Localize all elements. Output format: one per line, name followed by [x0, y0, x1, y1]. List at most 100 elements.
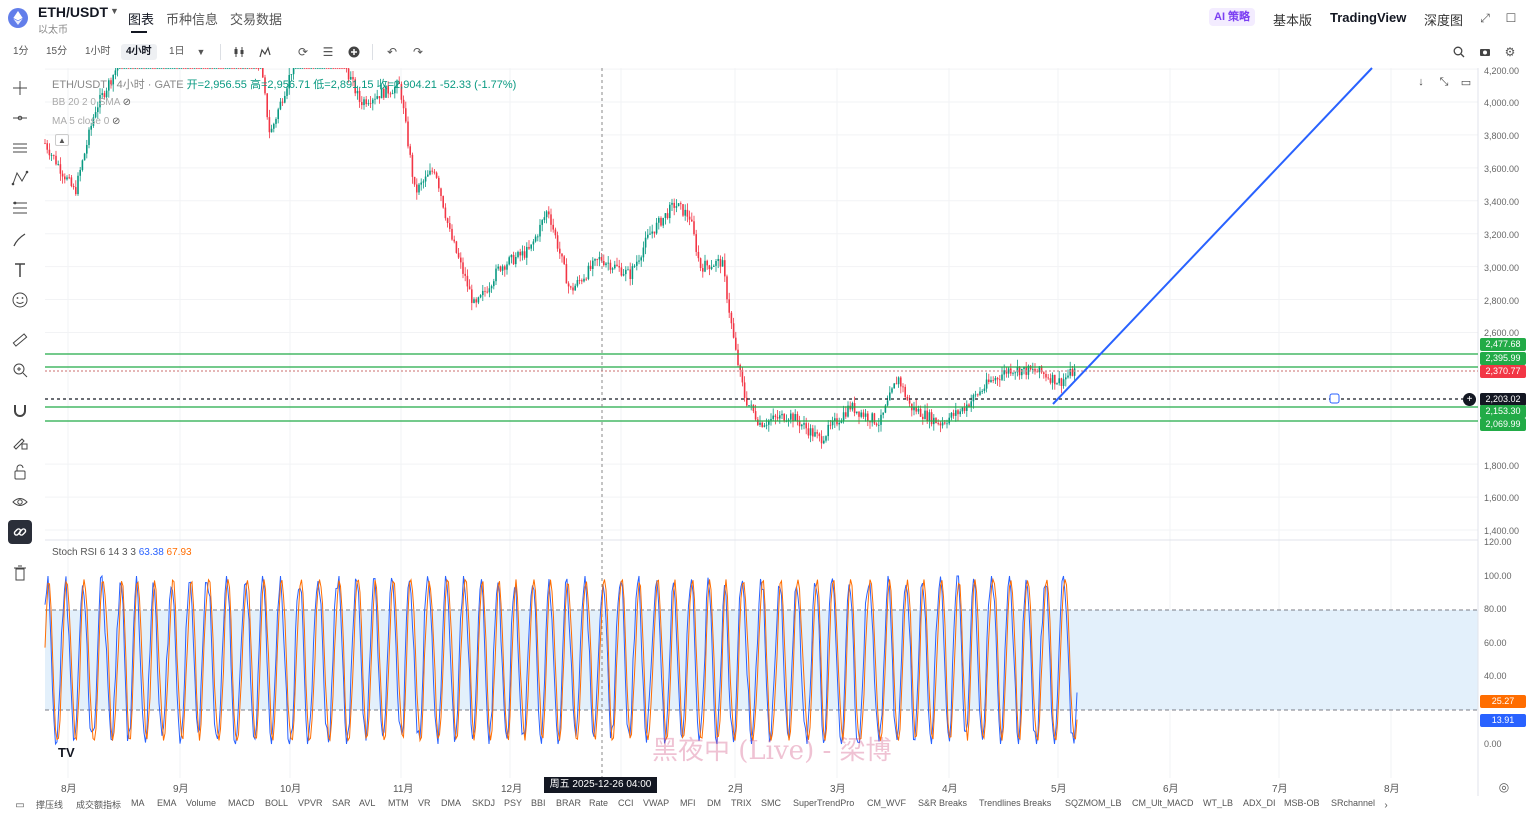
indicator-item[interactable]: Rate	[589, 798, 609, 808]
indicator-item[interactable]: SRchannel	[1331, 798, 1376, 808]
pattern-tool-icon[interactable]	[8, 166, 32, 190]
indicator-item[interactable]: CM_WVF	[867, 798, 906, 808]
tradingview-logo-icon[interactable]: TV	[58, 745, 75, 760]
timeframe-1h[interactable]: 1小时	[85, 46, 111, 57]
indicator-item[interactable]: TRIX	[731, 798, 752, 808]
indicator-item[interactable]: SMC	[761, 798, 781, 808]
candle-body	[660, 217, 662, 226]
indicator-item[interactable]: S&R Breaks	[918, 798, 968, 808]
chart-settings-icon[interactable]: ◎	[1498, 780, 1510, 794]
undo-icon[interactable]: ↶	[386, 45, 398, 59]
text-tool-icon[interactable]	[8, 258, 32, 282]
eye-hidden-icon[interactable]: ⊘	[122, 97, 131, 108]
settings-gear-icon[interactable]: ⚙	[1504, 45, 1516, 59]
emoji-tool-icon[interactable]	[8, 288, 32, 312]
timeframe-4h[interactable]: 4小时	[121, 44, 157, 60]
zoom-tool-icon[interactable]	[8, 358, 32, 382]
line-anchor-handle[interactable]	[1329, 393, 1340, 404]
indicator-item[interactable]: VR	[418, 798, 431, 808]
indicator-item[interactable]: BOLL	[265, 798, 289, 808]
timeframe-15m[interactable]: 15分	[46, 46, 68, 57]
indicator-item[interactable]: CCI	[618, 798, 634, 808]
indicator-item[interactable]: BBI	[531, 798, 546, 808]
candle-body	[537, 236, 539, 238]
indicator-item[interactable]: MSB-OB	[1284, 798, 1320, 808]
camera-icon[interactable]	[1477, 44, 1493, 60]
add-alert-icon[interactable]: +	[1463, 393, 1476, 406]
refresh-icon[interactable]: ⟳	[297, 45, 309, 59]
brush-tool-icon[interactable]	[8, 228, 32, 252]
maximize-pane-icon[interactable]: ▭	[1460, 76, 1472, 89]
trend-line[interactable]	[1052, 67, 1373, 405]
magnet-tool-icon[interactable]	[8, 398, 32, 422]
timeframe-1m[interactable]: 1分	[13, 46, 29, 57]
indicator-item[interactable]: MFI	[680, 798, 696, 808]
indicator-item[interactable]: SKDJ	[472, 798, 496, 808]
eye-hidden-icon[interactable]: ⊘	[112, 116, 121, 127]
timeframe-dropdown-icon[interactable]: ▼	[196, 47, 206, 57]
indicator-item[interactable]: MTM	[388, 798, 409, 808]
indicator-item[interactable]: DMA	[441, 798, 461, 808]
link-tool-icon[interactable]	[8, 520, 32, 544]
indicator-item[interactable]: AVL	[359, 798, 376, 808]
chevron-down-icon[interactable]: ▼	[110, 6, 119, 16]
template-icon[interactable]: ☰	[322, 45, 334, 59]
indicator-item[interactable]: Volume	[186, 798, 217, 808]
depth-chart-button[interactable]: 深度图	[1424, 13, 1464, 28]
indicators-icon[interactable]	[257, 44, 273, 60]
lock-drawing-tool-icon[interactable]	[8, 430, 32, 454]
indicator-item[interactable]: CM_Ult_MACD	[1132, 798, 1194, 808]
tab-trade-data[interactable]: 交易数据	[230, 12, 283, 27]
indicator-item[interactable]: PSY	[504, 798, 523, 808]
tab-coin-info[interactable]: 币种信息	[166, 12, 219, 27]
indicator-item[interactable]: ADX_DI	[1243, 798, 1276, 808]
candle-body	[369, 103, 372, 105]
candle-body	[130, 68, 132, 69]
arrow-down-icon[interactable]: ↓	[1418, 76, 1424, 88]
indicator-item[interactable]: EMA	[157, 798, 177, 808]
visibility-eye-icon[interactable]	[8, 490, 32, 514]
ai-strategy-button[interactable]: AI 策略	[1209, 8, 1256, 26]
collapse-arrows-icon[interactable]: ⤡	[1439, 75, 1449, 88]
trend-line-tool-icon[interactable]	[8, 106, 32, 130]
ma-indicator-label[interactable]: MA 5 close 0 ⊘	[52, 116, 121, 127]
indicator-item[interactable]: 成交额指标	[76, 800, 122, 810]
indicator-item[interactable]: VPVR	[298, 798, 323, 808]
candle-body	[325, 68, 328, 69]
indicator-item[interactable]: SAR	[332, 798, 351, 808]
indicator-item[interactable]: WT_LB	[1203, 798, 1234, 808]
search-icon[interactable]	[1451, 44, 1467, 60]
bb-indicator-label[interactable]: BB 20 2 0 SMA ⊘	[52, 97, 131, 108]
basic-view-button[interactable]: 基本版	[1273, 13, 1313, 28]
tradingview-button[interactable]: TradingView	[1330, 10, 1407, 25]
ruler-tool-icon[interactable]	[8, 328, 32, 352]
indicator-item[interactable]: Trendlines Breaks	[979, 798, 1052, 808]
horizontal-lines-tool-icon[interactable]	[8, 136, 32, 160]
add-icon[interactable]	[346, 44, 362, 60]
fibonacci-tool-icon[interactable]	[8, 196, 32, 220]
trash-icon[interactable]	[8, 561, 32, 585]
candle-body	[864, 413, 867, 417]
indicator-item[interactable]: DM	[707, 798, 721, 808]
window-icon[interactable]: ☐	[1505, 11, 1517, 25]
indicator-item[interactable]: MA	[131, 798, 145, 808]
unlock-icon[interactable]	[8, 460, 32, 484]
indicator-item[interactable]: 撑压线	[36, 800, 64, 810]
candle-type-icon[interactable]	[231, 44, 247, 60]
indicator-item[interactable]: SuperTrendPro	[793, 798, 855, 808]
indicator-list-icon[interactable]: ▭	[15, 799, 25, 811]
expand-icon[interactable]: ⤢	[1480, 10, 1490, 25]
redo-icon[interactable]: ↷	[412, 45, 424, 59]
collapse-legend-icon[interactable]: ▲	[55, 134, 69, 146]
pair-name[interactable]: ETH/USDT	[38, 4, 108, 20]
indicator-item[interactable]: VWAP	[643, 798, 670, 808]
indicator-item[interactable]: SQZMOM_LB	[1065, 798, 1122, 808]
indicator-item[interactable]: MACD	[228, 798, 255, 808]
pair-subtitle: 以太币	[38, 25, 68, 36]
indicator-item[interactable]: BRAR	[556, 798, 582, 808]
chevron-right-icon[interactable]: ›	[1384, 799, 1388, 811]
tab-chart[interactable]: 图表	[128, 12, 155, 27]
crosshair-tool-icon[interactable]	[8, 76, 32, 100]
timeframe-1d[interactable]: 1日	[169, 46, 185, 57]
